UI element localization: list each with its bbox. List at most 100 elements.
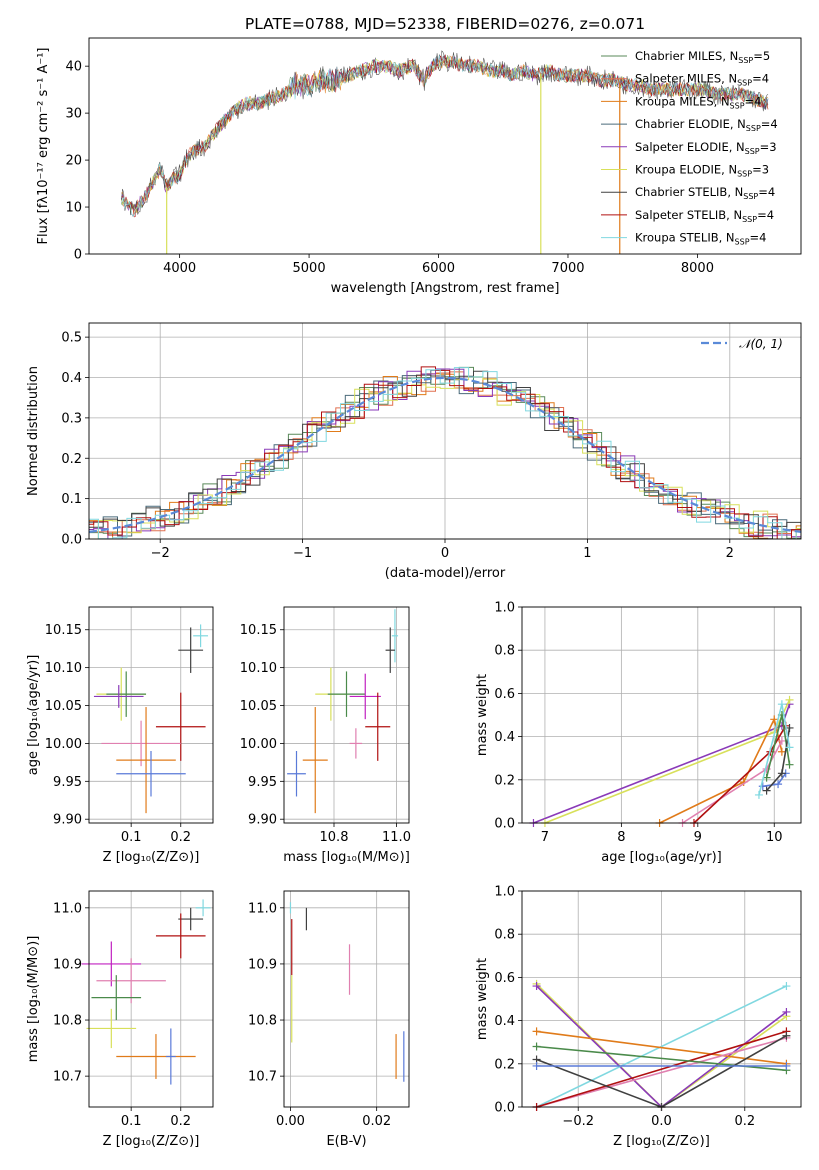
- mass-weight-marker: [782, 1061, 791, 1070]
- x-tick-label: 0: [441, 546, 449, 561]
- legend-entry: Kroupa STELIB, NSSP=4: [635, 231, 766, 247]
- mass-weight-line: [536, 1037, 787, 1108]
- y-tick-label: 30: [65, 107, 82, 122]
- errorbar-point: [116, 1034, 196, 1079]
- errorbar-point: [116, 707, 176, 814]
- x-tick-label: −2: [151, 546, 170, 561]
- x-tick-label: −1: [293, 546, 312, 561]
- y-tick-label: 0.6: [494, 971, 515, 986]
- legend-suffix: =4: [750, 231, 767, 245]
- legend-suffix: =4: [745, 94, 762, 108]
- legend-label: Salpeter ELODIE, N: [635, 140, 745, 154]
- x-tick-label: 4000: [163, 261, 196, 276]
- legend-entry: Salpeter ELODIE, NSSP=3: [635, 140, 777, 156]
- y-tick-label: 9.95: [53, 775, 82, 790]
- legend-entry: Salpeter MILES, NSSP=4: [635, 72, 769, 88]
- x-tick-label: −0.2: [562, 1114, 594, 1129]
- y-tick-label: 40: [65, 60, 82, 75]
- errorbar-point: [327, 671, 366, 717]
- legend-label: Kroupa STELIB, N: [635, 231, 735, 245]
- mass-weight-marker: [777, 747, 786, 756]
- legend-subscript: SSP: [746, 124, 761, 133]
- spectrum-lines: [121, 50, 769, 254]
- mass_vs_Z-panel: 0.1 0.2 10.7 10.8 10.9 11.0 Z [log₁₀(Z/Z⊙)] mas…: [26, 890, 214, 1149]
- y-tick-label: 0.2: [494, 1057, 515, 1072]
- histogram-step-line: [89, 366, 801, 539]
- legend-subscript: SSP: [745, 147, 760, 156]
- y-tick-label: 10.15: [45, 623, 82, 638]
- x-tick-label: 9: [694, 830, 702, 845]
- errorbar-point: [385, 627, 395, 673]
- x-axis-label: E(B-V): [326, 1134, 366, 1149]
- y-tick-label: 10.00: [240, 737, 277, 752]
- mass-weight-marker: [782, 1031, 791, 1040]
- y-tick-label: 1.0: [494, 885, 515, 900]
- mass-weight-marker: [785, 695, 794, 704]
- errorbar-point: [101, 720, 181, 767]
- mass-weight-marker: [758, 782, 767, 791]
- y-tick-label: 10.05: [240, 699, 277, 714]
- errorbar-point: [391, 609, 399, 663]
- legend-entry: Chabrier STELIB, NSSP=4: [635, 185, 775, 201]
- x-axis-label: age [log₁₀(age/yr)]: [601, 850, 722, 865]
- errorbar-point: [302, 707, 328, 814]
- y-tick-label: 9.90: [248, 813, 277, 828]
- legend-subscript: SSP: [735, 238, 750, 247]
- legend-suffix: =3: [760, 140, 777, 154]
- y-tick-label: 11.0: [53, 901, 82, 916]
- x-tick-label: 0.00: [276, 1114, 305, 1129]
- histogram-group: [89, 366, 801, 539]
- residuals-panel: −2 −1 0 1 2 0.0 0.1 0.2 0.3 0.4 0.5 (data-model)/er…: [26, 322, 802, 581]
- errorbar-point: [178, 627, 204, 673]
- legend-suffix: =3: [752, 163, 769, 177]
- y-tick-label: 1.0: [494, 601, 515, 616]
- y-tick-label: 0.2: [494, 773, 515, 788]
- mass-weight-marker: [532, 982, 541, 991]
- legend-entry: 𝒩(0, 1): [739, 337, 783, 351]
- mass-weight-line: [536, 1030, 787, 1108]
- mass-weight-marker: [777, 736, 786, 745]
- mass-weight-marker: [782, 982, 791, 991]
- errorbar-point: [93, 685, 144, 708]
- axes-frame: [88, 322, 802, 540]
- errorbar-point: [96, 958, 166, 1004]
- y-tick-label: 10.9: [248, 957, 277, 972]
- x-tick-label: 0.0: [651, 1114, 672, 1129]
- x-tick-label: 6000: [422, 261, 455, 276]
- mass-weight-line: [536, 1030, 787, 1065]
- y-tick-label: 0.4: [494, 1014, 515, 1029]
- errorbar-point: [178, 907, 204, 931]
- errorbar-point: [155, 692, 206, 761]
- y-tick-label: 0.0: [494, 1101, 515, 1116]
- legend-label: Chabrier MILES, N: [635, 49, 738, 63]
- x-tick-label: 2: [726, 546, 734, 561]
- x-tick-label: 0.02: [362, 1114, 391, 1129]
- legend-suffix: =4: [758, 185, 775, 199]
- mass-weight-marker: [762, 786, 771, 795]
- y-tick-label: 10.7: [248, 1070, 277, 1085]
- legend-subscript: SSP: [730, 101, 745, 110]
- y-tick-label: 0.4: [494, 730, 515, 745]
- x-axis-label: wavelength [Angstrom, rest frame]: [331, 281, 560, 296]
- x-tick-label: 7: [541, 830, 549, 845]
- errorbar-point: [116, 751, 186, 797]
- y-tick-label: 10.10: [240, 661, 277, 676]
- y-tick-label: 10.7: [53, 1070, 82, 1085]
- age_vs_Z-panel: 0.1 0.2 9.90 9.95 10.00 10.05 10.10 10.15 Z [log…: [26, 606, 214, 865]
- mass-weight-line: [533, 703, 791, 824]
- legend-subscript: SSP: [737, 170, 752, 179]
- legend-entry: Chabrier MILES, NSSP=5: [635, 49, 770, 65]
- y-axis-label: Flux [fλ10⁻¹⁷ erg cm⁻² s⁻¹ A⁻¹]: [36, 48, 51, 245]
- x-tick-label: 5000: [293, 261, 326, 276]
- y-tick-label: 9.95: [248, 775, 277, 790]
- legend-label: Kroupa ELODIE, N: [635, 163, 737, 177]
- spectrum-panel: 4000 5000 6000 7000 8000 0 10 20 30 40 wavelength …: [36, 37, 802, 296]
- x-tick-label: 0.2: [170, 1114, 191, 1129]
- figure-title: PLATE=0788, MJD=52338, FIBERID=0276, z=0…: [245, 15, 645, 33]
- histogram-step-line: [89, 370, 801, 539]
- x-axis-label: (data-model)/error: [385, 566, 506, 581]
- y-axis-label: mass weight: [475, 958, 490, 1040]
- legend-suffix: =4: [761, 117, 778, 131]
- y-axis-label: mass [log₁₀(M/M⊙)]: [26, 936, 41, 1063]
- x-tick-label: 0.2: [170, 830, 191, 845]
